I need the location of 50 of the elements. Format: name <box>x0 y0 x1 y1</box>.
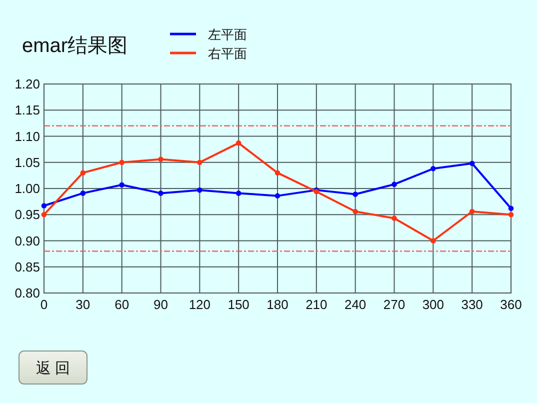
point <box>158 156 164 162</box>
point <box>430 238 436 244</box>
point <box>352 208 358 214</box>
y-tick-label: 1.05 <box>14 154 40 170</box>
x-tick-label: 330 <box>461 297 483 312</box>
point <box>236 140 242 146</box>
x-tick-label: 120 <box>188 297 211 312</box>
point <box>119 160 124 166</box>
point <box>430 166 436 172</box>
legend-label: 左平面 <box>208 27 247 42</box>
point <box>158 190 164 196</box>
point <box>119 182 124 188</box>
point <box>508 212 514 218</box>
point <box>469 208 475 214</box>
x-tick-label: 90 <box>154 297 168 312</box>
x-tick-label: 270 <box>383 297 406 312</box>
x-tick-label: 240 <box>344 297 366 312</box>
point <box>236 190 242 196</box>
x-tick-label: 30 <box>76 297 90 312</box>
x-tick-label: 360 <box>500 297 522 312</box>
y-tick-label: 1.20 <box>14 76 40 92</box>
x-tick-label: 0 <box>40 297 48 312</box>
point <box>508 206 514 211</box>
x-tick-label: 300 <box>422 297 444 312</box>
point <box>392 216 397 221</box>
y-tick-label: 0.85 <box>14 259 40 274</box>
x-tick-label: 150 <box>228 297 250 312</box>
y-tick-label: 1.10 <box>14 128 40 144</box>
chart-title: emar结果图 <box>22 35 128 57</box>
x-tick-label: 210 <box>306 297 328 312</box>
x-tick-label: 180 <box>266 297 288 312</box>
x-tick-label: 60 <box>114 297 130 312</box>
y-tick-label: 0.90 <box>14 233 40 248</box>
point <box>274 193 280 198</box>
point <box>80 190 86 196</box>
back-button: 返 回 <box>18 350 88 384</box>
point <box>80 170 86 176</box>
point <box>41 203 47 208</box>
y-tick-label: 0.95 <box>14 207 40 222</box>
point <box>352 192 358 197</box>
point <box>197 160 202 166</box>
y-tick-label: 1.00 <box>14 181 40 196</box>
point <box>41 212 47 218</box>
y-tick-label: 1.15 <box>14 102 40 118</box>
point <box>469 160 475 166</box>
y-tick-label: 0.80 <box>14 286 40 301</box>
legend-label: 右平面 <box>208 46 247 61</box>
point <box>274 170 280 176</box>
point <box>197 187 202 193</box>
point <box>392 182 397 187</box>
